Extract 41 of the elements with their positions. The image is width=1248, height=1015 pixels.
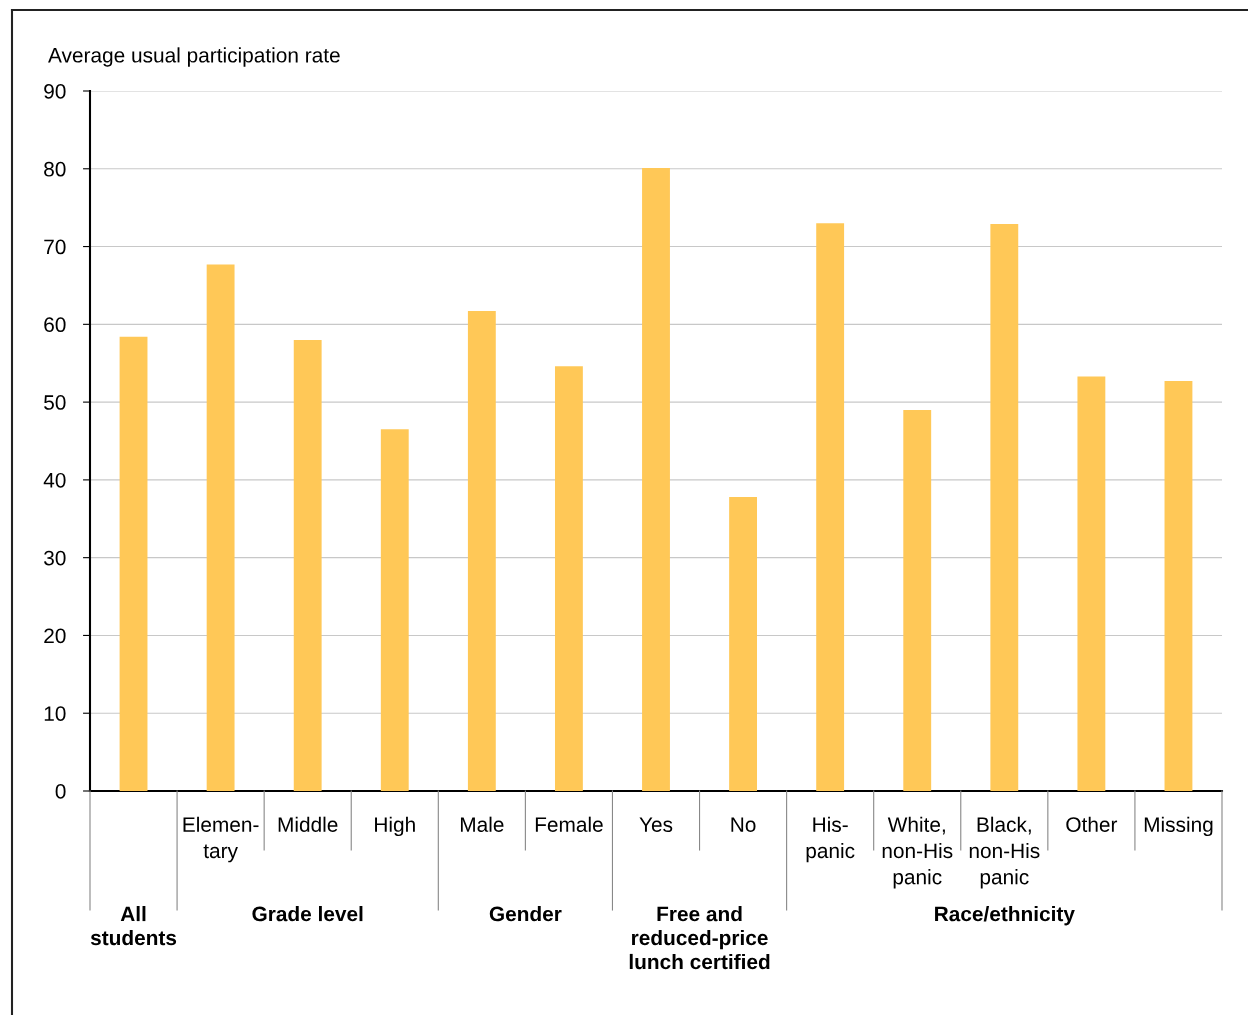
y-tick-label: 0 xyxy=(55,784,66,799)
bar xyxy=(554,366,583,791)
bar xyxy=(990,224,1019,791)
y-tick-label: 40 xyxy=(43,472,66,488)
text: All students xyxy=(90,906,177,946)
bar xyxy=(729,497,758,791)
y-tick-label: 30 xyxy=(44,550,66,566)
bar xyxy=(642,168,670,791)
y-tick-label: 50 xyxy=(44,395,66,410)
bar xyxy=(1077,376,1106,791)
y-axis-title: Average usual participation rate xyxy=(48,47,340,67)
x-tick-label: White, non-His panic xyxy=(882,816,953,889)
x-tick-label: His- panic xyxy=(806,816,855,863)
y-tick-label: 60 xyxy=(44,317,66,333)
y-tick-label: 90 xyxy=(44,84,66,99)
x-tick-label: No xyxy=(731,817,756,832)
y-tick-label: 20 xyxy=(44,628,66,644)
x-tick-label: Male xyxy=(460,816,504,832)
bar xyxy=(380,429,409,791)
bar xyxy=(206,264,235,791)
bar xyxy=(119,336,148,791)
x-tick-label: Other xyxy=(1066,816,1118,832)
x-tick-label: Middle xyxy=(278,816,338,832)
x-tick-label: High xyxy=(375,816,415,837)
y-tick-label: 10 xyxy=(44,706,66,721)
text: Race/ethnicity xyxy=(935,906,1075,926)
bar xyxy=(293,339,322,791)
x-tick-label: Black, non-His panic xyxy=(969,816,1040,889)
text: Grade level xyxy=(252,906,363,922)
y-tick-label: 70 xyxy=(44,239,66,255)
text: Free and reduced-price lunch certified xyxy=(629,906,770,970)
x-tick-label: Yes xyxy=(639,817,673,832)
bar xyxy=(816,223,845,791)
bar xyxy=(1164,381,1193,791)
x-tick-label: Female xyxy=(535,816,603,832)
y-tick-label: 80 xyxy=(44,161,66,177)
text: Gender xyxy=(489,906,562,922)
bar xyxy=(467,311,496,791)
x-tick-label: Elemen- tary xyxy=(183,816,259,863)
bar xyxy=(903,409,932,791)
x-tick-label: Missing xyxy=(1144,816,1213,837)
